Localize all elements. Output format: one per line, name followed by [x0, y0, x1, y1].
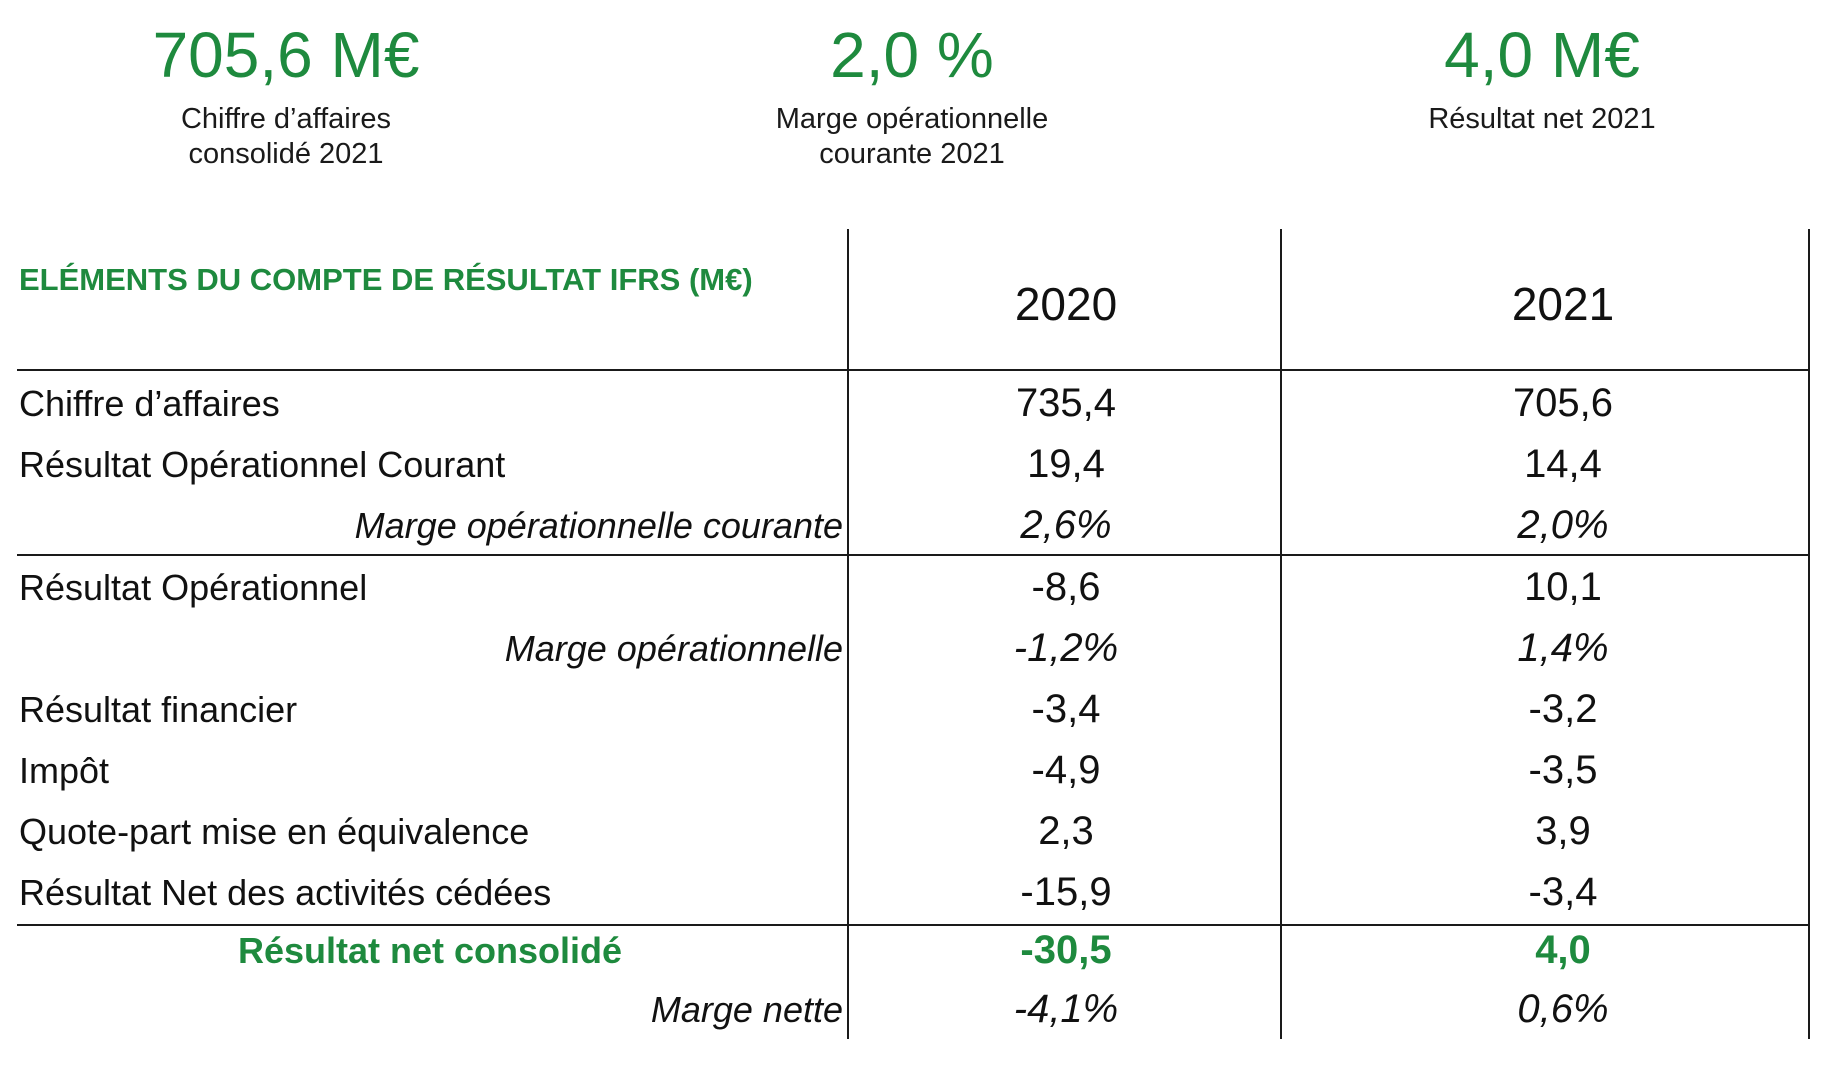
value-2021: 1,4% [1517, 626, 1609, 670]
value-2021: 10,1 [1524, 565, 1602, 609]
row-label: Résultat Opérationnel [19, 567, 368, 608]
value-2020: -15,9 [1020, 870, 1112, 914]
row-label: Marge nette [650, 989, 843, 1030]
row-label: Résultat Opérationnel Courant [19, 444, 506, 485]
table-row-tax: Impôt -4,9 -3,5 [17, 740, 1810, 801]
row-label: Marge opérationnelle courante [354, 505, 843, 546]
table-row-operating-result: Résultat Opérationnel -8,6 10,1 [17, 557, 1810, 618]
value-2020: -4,1% [1013, 987, 1119, 1031]
value-2020: -3,4 [1031, 687, 1101, 731]
column-header-2020: 2020 [1014, 278, 1118, 330]
row-label: Résultat net consolidé [237, 930, 623, 971]
value-2020: -30,5 [1020, 928, 1112, 972]
row-label: Marge opérationnelle [504, 628, 843, 669]
row-label: Résultat Net des activités cédées [19, 872, 552, 913]
value-2020: 2,6% [1020, 503, 1112, 547]
kpi-label: Résultat net 2021 [1428, 103, 1656, 135]
value-2021: 3,9 [1535, 809, 1591, 853]
table-row-consolidated-net-result: Résultat net consolidé -30,5 4,0 [17, 920, 1810, 981]
table-row-discontinued-operations: Résultat Net des activités cédées -15,9 … [17, 862, 1810, 923]
kpi-value: 705,6 M€ [152, 19, 420, 91]
kpi-revenue: 705,6 M€ Chiffre d’affaires consolidé 20… [26, 14, 546, 172]
table-row-net-margin: Marge nette -4,1% 0,6% [17, 979, 1810, 1040]
value-2020: 735,4 [1015, 381, 1117, 425]
row-divider [17, 924, 1810, 926]
value-2021: 14,4 [1524, 442, 1602, 486]
row-divider [17, 369, 1810, 371]
row-label: Quote-part mise en équivalence [19, 811, 530, 852]
value-2020: -4,9 [1031, 748, 1101, 792]
value-2021: -3,2 [1528, 687, 1598, 731]
row-label: Impôt [19, 750, 110, 791]
value-2020: 2,3 [1038, 809, 1094, 853]
kpi-label: Marge opérationnelle courante 2021 [775, 103, 1049, 170]
kpi-net-result: 4,0 M€ Résultat net 2021 [1282, 14, 1802, 137]
table-row-operating-margin: Marge opérationnelle -1,2% 1,4% [17, 618, 1810, 679]
value-2021: 0,6% [1517, 987, 1609, 1031]
value-2021: 4,0 [1535, 928, 1591, 972]
table-row-current-operating-result: Résultat Opérationnel Courant 19,4 14,4 [17, 434, 1810, 495]
value-2020: -8,6 [1031, 565, 1101, 609]
table-row-current-operating-margin: Marge opérationnelle courante 2,6% 2,0% [17, 495, 1810, 556]
row-divider [17, 554, 1810, 556]
value-2020: -1,2% [1013, 626, 1119, 670]
kpi-operating-margin: 2,0 % Marge opérationnelle courante 2021 [652, 14, 1172, 172]
value-2021: -3,5 [1528, 748, 1598, 792]
table-row-equity-share: Quote-part mise en équivalence 2,3 3,9 [17, 801, 1810, 862]
kpi-value: 4,0 M€ [1444, 19, 1640, 91]
row-label: Résultat financier [19, 689, 298, 730]
table-row-financial-result: Résultat financier -3,4 -3,2 [17, 679, 1810, 740]
value-2021: 2,0% [1517, 503, 1609, 547]
table-row-revenue: Chiffre d’affaires 735,4 705,6 [17, 373, 1810, 434]
row-label: Chiffre d’affaires [19, 383, 280, 424]
income-statement-table: ELÉMENTS DU COMPTE DE RÉSULTAT IFRS (M€)… [17, 229, 1810, 1039]
value-2021: 705,6 [1512, 381, 1614, 425]
kpi-label: Chiffre d’affaires consolidé 2021 [180, 103, 392, 170]
column-divider [847, 229, 849, 1039]
column-divider [1808, 229, 1810, 1039]
column-header-2021: 2021 [1511, 278, 1615, 330]
column-divider [1280, 229, 1282, 1039]
value-2020: 19,4 [1027, 442, 1105, 486]
kpi-value: 2,0 % [830, 19, 994, 91]
table-header-label: ELÉMENTS DU COMPTE DE RÉSULTAT IFRS (M€) [19, 262, 753, 297]
value-2021: -3,4 [1528, 870, 1598, 914]
